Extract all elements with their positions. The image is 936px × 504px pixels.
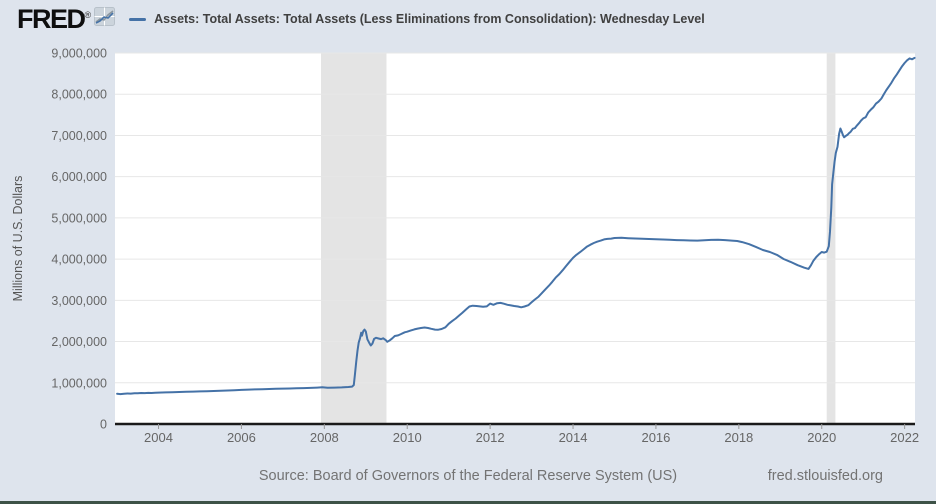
y-axis-title: Millions of U.S. Dollars [11,176,25,302]
y-tick-label: 1,000,000 [51,376,107,390]
series-line [116,56,916,396]
y-tick-label: 7,000,000 [51,129,107,143]
fred-logo-text: FRED [17,3,86,34]
recession-band [826,53,836,424]
x-tick-label: 2020 [807,430,836,445]
chart-header: FRED® Assets: Total Assets: Total Assets… [0,0,936,38]
registered-mark: ® [84,9,92,20]
y-tick-label: 3,000,000 [51,294,107,308]
y-tick-label: 6,000,000 [51,170,107,184]
x-tick-label: 2018 [724,430,753,445]
plot-area[interactable] [115,53,915,424]
line-chart-icon [94,7,116,31]
x-tick-label: 2016 [641,430,670,445]
source-attribution: Source: Board of Governors of the Federa… [258,468,678,484]
series-title[interactable]: Assets: Total Assets: Total Assets (Less… [154,12,705,26]
y-tick-label: 8,000,000 [51,88,107,102]
y-tick-label: 0 [100,418,107,432]
y-tick-label: 4,000,000 [51,253,107,267]
x-tick-label: 2022 [890,430,919,445]
y-tick-label: 2,000,000 [51,335,107,349]
recession-band [321,53,387,424]
x-tick-label: 2010 [393,430,422,445]
y-tick-label: 9,000,000 [51,47,107,61]
x-tick-label: 2006 [227,430,256,445]
x-tick-label: 2014 [559,430,588,445]
fred-logo[interactable]: FRED® [17,3,92,34]
y-tick-label: 5,000,000 [51,211,107,225]
x-tick-label: 2008 [310,430,339,445]
bottom-edge-bar [0,501,936,504]
x-tick-label: 2012 [476,430,505,445]
fred-site-link[interactable]: fred.stlouisfed.org [767,468,883,484]
x-tick-label: 2004 [144,430,173,445]
legend-line-marker [129,17,147,21]
